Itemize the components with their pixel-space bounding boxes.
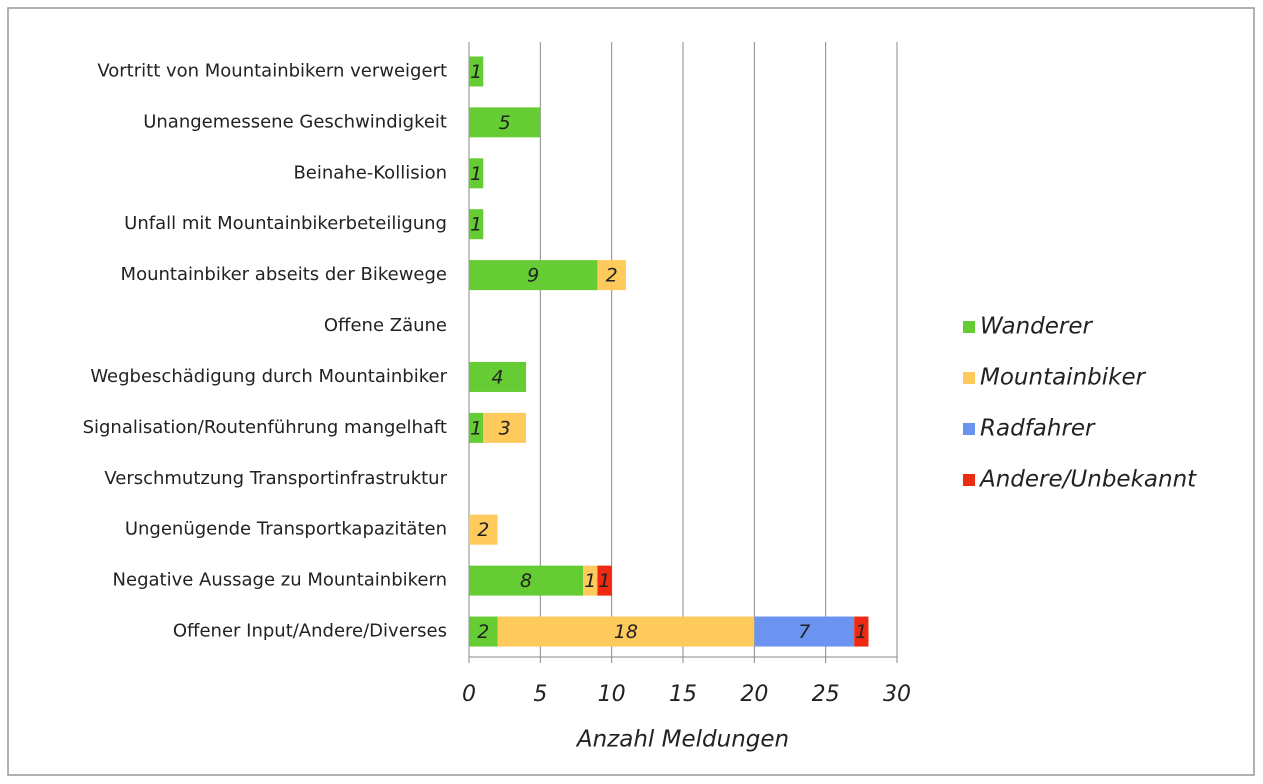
bar-segment [469, 514, 498, 545]
bar-segment [469, 107, 541, 138]
bar-segment [469, 260, 598, 291]
y-tick-label: Mountainbiker abseits der Bikewege [121, 264, 447, 285]
bar-segment [597, 565, 612, 596]
bar-segment [754, 616, 855, 647]
x-tick-label: 30 [883, 682, 911, 707]
data-label: 1 [470, 214, 482, 236]
x-tick-label: 0 [462, 682, 476, 707]
data-label: 2 [477, 621, 489, 643]
data-label: 3 [499, 417, 511, 439]
y-tick-label: Beinahe-Kollision [293, 162, 447, 183]
x-tick-label: 10 [598, 682, 626, 707]
data-label: 4 [491, 366, 503, 388]
y-tick-label: Offene Zäune [324, 315, 447, 336]
legend-swatch [963, 372, 975, 384]
data-label: 1 [584, 570, 596, 592]
data-label: 2 [606, 265, 618, 287]
y-tick-label: Signalisation/Routenführung mangelhaft [83, 417, 447, 438]
data-label: 1 [470, 417, 482, 439]
x-tick-label: 5 [533, 682, 547, 707]
y-tick-label: Negative Aussage zu Mountainbikern [113, 570, 447, 591]
y-tick-label: Unfall mit Mountainbikerbeteiligung [124, 213, 447, 234]
data-label: 1 [855, 621, 867, 643]
x-tick-label: 15 [669, 682, 697, 707]
x-tick-label: 20 [740, 682, 768, 707]
bar-segment [469, 56, 484, 87]
legend-label: Wanderer [980, 314, 1094, 340]
data-label: 18 [614, 621, 638, 643]
legend-label: Radfahrer [980, 416, 1096, 442]
bar-segment [497, 616, 755, 647]
y-tick-label: Ungenügende Transportkapazitäten [125, 519, 447, 540]
bar-segment [469, 361, 527, 392]
y-tick-label: Unangemessene Geschwindigkeit [143, 111, 447, 132]
bar-segment [854, 616, 869, 647]
y-tick-label: Wegbeschädigung durch Mountainbiker [90, 366, 447, 387]
data-label: 7 [798, 621, 810, 643]
data-label: 1 [470, 61, 482, 83]
data-label: 8 [520, 570, 532, 592]
legend-label: Andere/Unbekannt [978, 467, 1197, 493]
bar-segment [469, 616, 498, 647]
x-axis-label: Anzahl Meldungen [575, 727, 789, 753]
bar-segment [469, 209, 484, 240]
bar-segment [483, 412, 527, 443]
y-tick-label: Offener Input/Andere/Diverses [173, 621, 447, 642]
bar-segment [583, 565, 598, 596]
legend-swatch [963, 321, 975, 333]
bar-segment [469, 412, 484, 443]
chart-border [7, 7, 1255, 776]
y-tick-label: Vortritt von Mountainbikern verweigert [97, 60, 447, 81]
bar-segment [469, 565, 584, 596]
data-label: 1 [598, 570, 610, 592]
data-label: 2 [477, 519, 489, 541]
legend-swatch [963, 474, 975, 486]
data-label: 1 [470, 163, 482, 185]
bar-segment [597, 260, 626, 291]
data-label: 9 [527, 265, 539, 287]
legend-label: Mountainbiker [980, 365, 1147, 391]
bar-segment [469, 158, 484, 189]
y-tick-label: Verschmutzung Transportinfrastruktur [104, 468, 447, 489]
legend-swatch [963, 423, 975, 435]
x-tick-label: 25 [812, 682, 840, 707]
data-label: 5 [499, 112, 511, 134]
